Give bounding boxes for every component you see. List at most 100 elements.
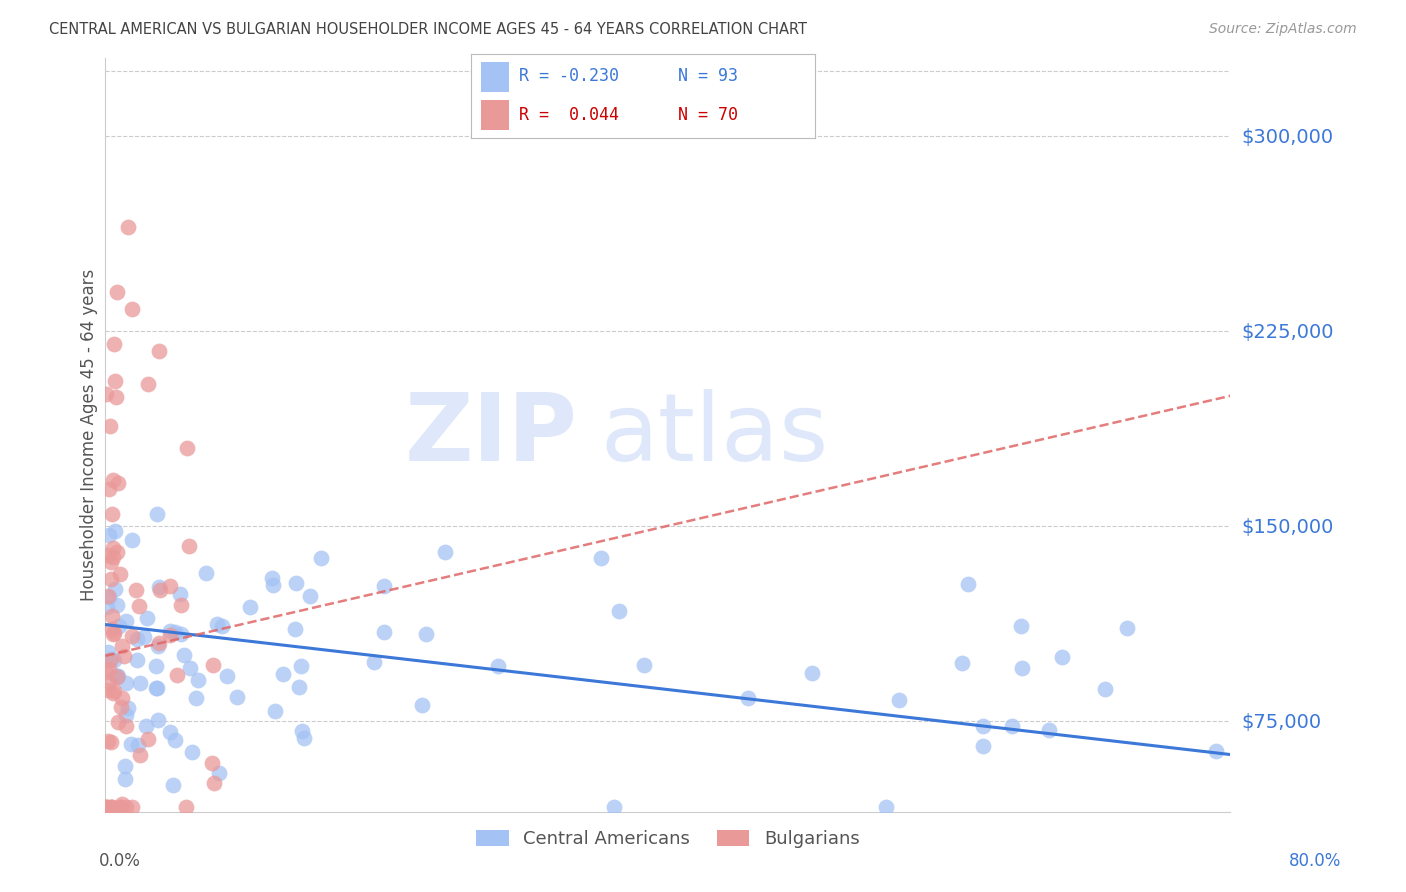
Point bbox=[159, 628, 181, 642]
Point bbox=[972, 719, 994, 733]
Point bbox=[96, 386, 118, 401]
Point bbox=[117, 219, 139, 234]
Point bbox=[98, 528, 121, 542]
Point bbox=[100, 572, 122, 586]
Point bbox=[129, 747, 152, 762]
Point bbox=[103, 684, 125, 698]
Point bbox=[121, 301, 143, 316]
Point bbox=[105, 669, 128, 683]
Point bbox=[114, 772, 136, 786]
Text: R = -0.230: R = -0.230 bbox=[519, 68, 619, 86]
Point bbox=[187, 673, 209, 687]
Point bbox=[170, 627, 193, 641]
Point bbox=[801, 666, 824, 681]
Point bbox=[1010, 619, 1032, 633]
Point bbox=[110, 799, 132, 814]
Point bbox=[96, 799, 118, 814]
Point bbox=[159, 725, 181, 739]
Point bbox=[127, 738, 149, 752]
Point bbox=[125, 653, 148, 667]
Point bbox=[173, 648, 195, 662]
Point bbox=[107, 669, 129, 683]
Point bbox=[117, 701, 139, 715]
Point bbox=[411, 698, 433, 712]
Text: N = 70: N = 70 bbox=[678, 105, 738, 123]
Text: Source: ZipAtlas.com: Source: ZipAtlas.com bbox=[1209, 22, 1357, 37]
Point bbox=[101, 550, 124, 565]
Text: 0.0%: 0.0% bbox=[98, 852, 141, 870]
Point bbox=[290, 659, 312, 673]
Y-axis label: Householder Income Ages 45 - 64 years: Householder Income Ages 45 - 64 years bbox=[80, 268, 98, 601]
Point bbox=[103, 652, 125, 666]
Point bbox=[159, 624, 181, 639]
Point bbox=[1038, 723, 1060, 737]
Point bbox=[108, 567, 131, 582]
Point bbox=[104, 582, 127, 596]
Point bbox=[589, 550, 612, 565]
Point bbox=[120, 737, 142, 751]
Point bbox=[166, 668, 188, 682]
Point bbox=[284, 576, 307, 591]
Point bbox=[146, 507, 169, 521]
Point bbox=[103, 541, 125, 555]
Point bbox=[127, 632, 149, 647]
Text: N = 93: N = 93 bbox=[678, 68, 738, 86]
Point bbox=[202, 658, 225, 673]
Point bbox=[104, 390, 127, 404]
Point bbox=[115, 708, 138, 723]
Point bbox=[262, 578, 284, 592]
Point bbox=[239, 599, 262, 614]
Point bbox=[107, 714, 129, 729]
Point bbox=[100, 734, 122, 748]
Point bbox=[1094, 681, 1116, 696]
Point bbox=[194, 566, 217, 580]
Point bbox=[136, 611, 159, 625]
Point bbox=[146, 639, 169, 653]
Point bbox=[115, 615, 138, 629]
Point bbox=[100, 799, 122, 814]
Point bbox=[101, 609, 124, 624]
Point bbox=[103, 626, 125, 640]
Point bbox=[98, 653, 121, 667]
Point bbox=[98, 674, 121, 689]
Point bbox=[104, 374, 127, 388]
Point bbox=[148, 636, 170, 650]
Point bbox=[98, 662, 121, 676]
Point bbox=[101, 474, 124, 488]
Point bbox=[145, 658, 167, 673]
Point bbox=[149, 582, 172, 597]
Point bbox=[181, 745, 204, 759]
Point bbox=[97, 682, 120, 697]
Point bbox=[950, 656, 973, 670]
Point bbox=[179, 661, 201, 675]
Point bbox=[263, 704, 285, 718]
Point bbox=[169, 587, 191, 601]
Point bbox=[486, 658, 509, 673]
Point bbox=[100, 799, 122, 814]
Point bbox=[176, 441, 198, 455]
Point bbox=[101, 507, 124, 521]
Point bbox=[110, 700, 132, 714]
Point bbox=[128, 676, 150, 690]
Point bbox=[174, 799, 197, 814]
Point bbox=[205, 617, 228, 632]
Point bbox=[97, 645, 120, 659]
Point bbox=[1205, 744, 1227, 758]
Point bbox=[115, 676, 138, 690]
Bar bbox=[481, 100, 509, 130]
Point bbox=[114, 758, 136, 772]
Point bbox=[434, 544, 457, 558]
Point bbox=[103, 336, 125, 351]
Text: CENTRAL AMERICAN VS BULGARIAN HOUSEHOLDER INCOME AGES 45 - 64 YEARS CORRELATION : CENTRAL AMERICAN VS BULGARIAN HOUSEHOLDE… bbox=[49, 22, 807, 37]
Point bbox=[226, 690, 249, 705]
Point bbox=[284, 622, 307, 636]
Point bbox=[373, 624, 395, 639]
Point bbox=[112, 648, 135, 663]
Point bbox=[101, 622, 124, 636]
Point bbox=[162, 778, 184, 792]
Point bbox=[96, 799, 118, 814]
Point bbox=[299, 589, 322, 603]
Point bbox=[163, 625, 186, 640]
Point bbox=[291, 724, 314, 739]
Point bbox=[184, 691, 207, 706]
